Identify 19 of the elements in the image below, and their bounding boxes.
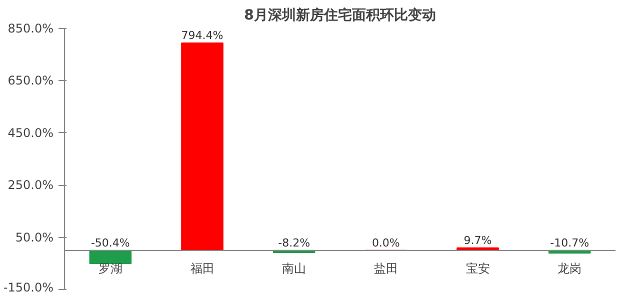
data-label: -10.7% xyxy=(550,236,590,250)
y-tick-label: 250.0% xyxy=(8,178,54,192)
y-tick-label: 50.0% xyxy=(15,230,54,244)
x-tick-label: 宝安 xyxy=(466,261,490,276)
x-tick-label: 罗湖 xyxy=(98,261,122,276)
data-label: 794.4% xyxy=(181,29,224,42)
x-tick-label: 龙岗 xyxy=(558,261,582,276)
x-tick-label: 盐田 xyxy=(374,261,398,276)
data-label: 0.0% xyxy=(372,236,400,250)
y-tick-label: 850.0% xyxy=(8,22,54,36)
x-tick-label: 福田 xyxy=(190,261,214,276)
chart-title: 8月深圳新房住宅面积环比变动 xyxy=(244,6,436,24)
data-label: -8.2% xyxy=(278,236,310,250)
x-tick-label: 南山 xyxy=(282,261,306,276)
y-tick-label: 650.0% xyxy=(8,74,54,88)
y-tick-label: -150.0% xyxy=(3,280,54,294)
data-label: -50.4% xyxy=(90,236,130,250)
y-tick-label: 450.0% xyxy=(8,126,54,140)
data-label: 9.7% xyxy=(464,234,492,247)
